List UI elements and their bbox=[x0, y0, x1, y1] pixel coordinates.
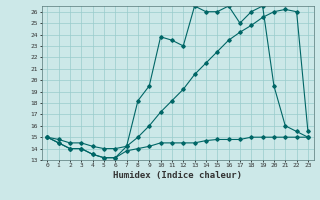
X-axis label: Humidex (Indice chaleur): Humidex (Indice chaleur) bbox=[113, 171, 242, 180]
